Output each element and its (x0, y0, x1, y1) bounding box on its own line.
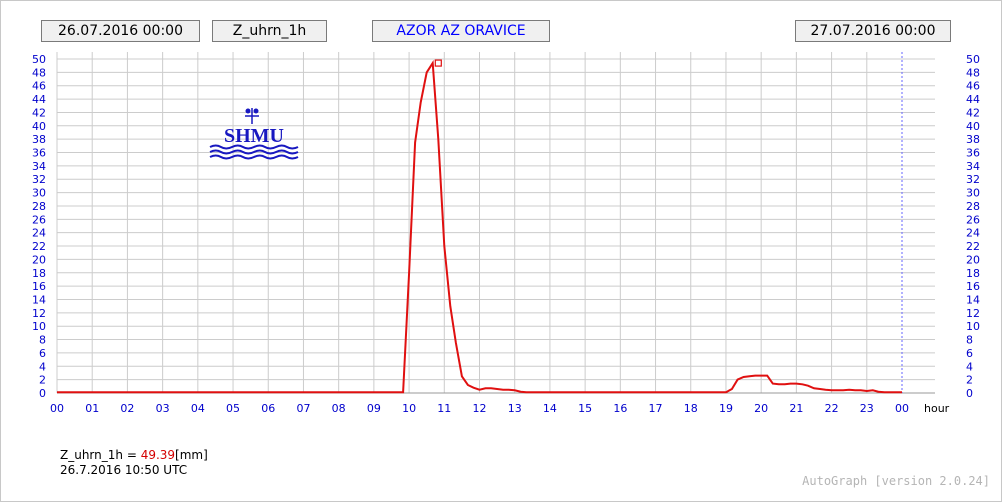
y-tick-label: 4 (39, 360, 46, 373)
variable-box: Z_uhrn_1h (212, 20, 327, 42)
y-tick-label: 34 (32, 160, 46, 173)
y-tick-label-right: 16 (966, 280, 980, 293)
readout-timestamp: 26.7.2016 10:50 UTC (60, 463, 188, 477)
readout-variable: Z_uhrn_1h (60, 448, 123, 462)
y-tick-label: 46 (32, 80, 46, 93)
y-tick-label: 28 (32, 200, 46, 213)
y-tick-label-right: 6 (966, 347, 973, 360)
y-tick-label-right: 30 (966, 187, 980, 200)
y-tick-label: 50 (32, 53, 46, 66)
plot-area (57, 52, 935, 393)
y-tick-label-right: 36 (966, 147, 980, 160)
y-tick-label: 12 (32, 307, 46, 320)
y-tick-label: 40 (32, 120, 46, 133)
shmu-logo: SHMU (209, 108, 299, 160)
x-tick-label: 05 (226, 402, 240, 415)
y-tick-label: 38 (32, 133, 46, 146)
y-tick-label: 20 (32, 253, 46, 266)
x-tick-label: 01 (85, 402, 99, 415)
y-tick-label-right: 8 (966, 334, 973, 347)
y-tick-label-right: 28 (966, 200, 980, 213)
x-tick-label: 11 (437, 402, 451, 415)
x-tick-label: 03 (156, 402, 170, 415)
x-tick-label: 16 (613, 402, 627, 415)
readout-unit: [mm] (175, 448, 208, 462)
x-tick-label: 02 (120, 402, 134, 415)
y-tick-label: 48 (32, 66, 46, 79)
y-tick-label-right: 24 (966, 227, 980, 240)
y-tick-label: 2 (39, 374, 46, 387)
y-tick-label: 8 (39, 334, 46, 347)
y-tick-label: 26 (32, 213, 46, 226)
y-tick-label-right: 10 (966, 320, 980, 333)
y-axis-right: 0246810121416182022242628303234363840424… (966, 53, 980, 400)
y-tick-label-right: 42 (966, 106, 980, 119)
y-tick-label-right: 38 (966, 133, 980, 146)
y-tick-label-right: 44 (966, 93, 980, 106)
x-tick-label: 13 (508, 402, 522, 415)
y-tick-label-right: 26 (966, 213, 980, 226)
y-tick-label-right: 20 (966, 253, 980, 266)
y-tick-label-right: 34 (966, 160, 980, 173)
y-tick-label: 44 (32, 93, 46, 106)
y-tick-label: 42 (32, 106, 46, 119)
x-tick-label: 19 (719, 402, 733, 415)
x-tick-label: 23 (860, 402, 874, 415)
x-tick-label: 07 (296, 402, 310, 415)
y-tick-label: 6 (39, 347, 46, 360)
y-tick-label-right: 4 (966, 360, 973, 373)
y-tick-label: 14 (32, 293, 46, 306)
x-tick-label: 06 (261, 402, 275, 415)
y-tick-label-right: 22 (966, 240, 980, 253)
y-tick-label: 16 (32, 280, 46, 293)
end-time-box: 27.07.2016 00:00 (795, 20, 951, 42)
x-tick-label: 12 (473, 402, 487, 415)
x-axis-label: hour (924, 402, 950, 415)
y-tick-label: 0 (39, 387, 46, 400)
series-line (57, 60, 902, 394)
x-tick-label: 20 (754, 402, 768, 415)
y-tick-label-right: 2 (966, 374, 973, 387)
version-label: AutoGraph [version 2.0.24] (802, 474, 990, 488)
station-box[interactable]: AZOR AZ ORAVICE (372, 20, 550, 42)
y-tick-label-right: 48 (966, 66, 980, 79)
y-tick-label-right: 0 (966, 387, 973, 400)
y-tick-label-right: 40 (966, 120, 980, 133)
max-marker[interactable] (434, 59, 442, 67)
x-tick-label: 22 (825, 402, 839, 415)
x-tick-label: 15 (578, 402, 592, 415)
y-tick-label: 22 (32, 240, 46, 253)
y-tick-label: 36 (32, 147, 46, 160)
x-tick-label: 10 (402, 402, 416, 415)
y-tick-label-right: 18 (966, 267, 980, 280)
x-tick-label: 18 (684, 402, 698, 415)
y-tick-label: 18 (32, 267, 46, 280)
x-tick-label: 17 (649, 402, 663, 415)
x-tick-label: 00 (50, 402, 64, 415)
y-tick-label: 30 (32, 187, 46, 200)
x-tick-label: 14 (543, 402, 557, 415)
readout-value: 49.39 (140, 448, 176, 462)
y-tick-label-right: 46 (966, 80, 980, 93)
y-tick-label-right: 32 (966, 173, 980, 186)
y-tick-label: 32 (32, 173, 46, 186)
start-time-box: 26.07.2016 00:00 (41, 20, 200, 42)
readout-value-line: Z_uhrn_1h = 49.39[mm] (60, 448, 208, 462)
y-tick-label: 24 (32, 227, 46, 240)
x-tick-label: 09 (367, 402, 381, 415)
x-tick-label: 04 (191, 402, 205, 415)
x-tick-label: 00 (895, 402, 909, 415)
y-axis-left: 0246810121416182022242628303234363840424… (32, 53, 46, 400)
grid-lines (56, 52, 935, 394)
x-tick-label: 08 (332, 402, 346, 415)
y-tick-label-right: 12 (966, 307, 980, 320)
y-tick-label: 10 (32, 320, 46, 333)
x-tick-label: 21 (789, 402, 803, 415)
readout-equals: = (123, 448, 141, 462)
x-axis: 00 01 02 03 04 05 06 07 08 09 10 11 12 13 14 15 16 17 18 19… (50, 402, 909, 415)
logo-text: SHMU (224, 125, 284, 147)
y-tick-label-right: 14 (966, 293, 980, 306)
y-tick-label-right: 50 (966, 53, 980, 66)
